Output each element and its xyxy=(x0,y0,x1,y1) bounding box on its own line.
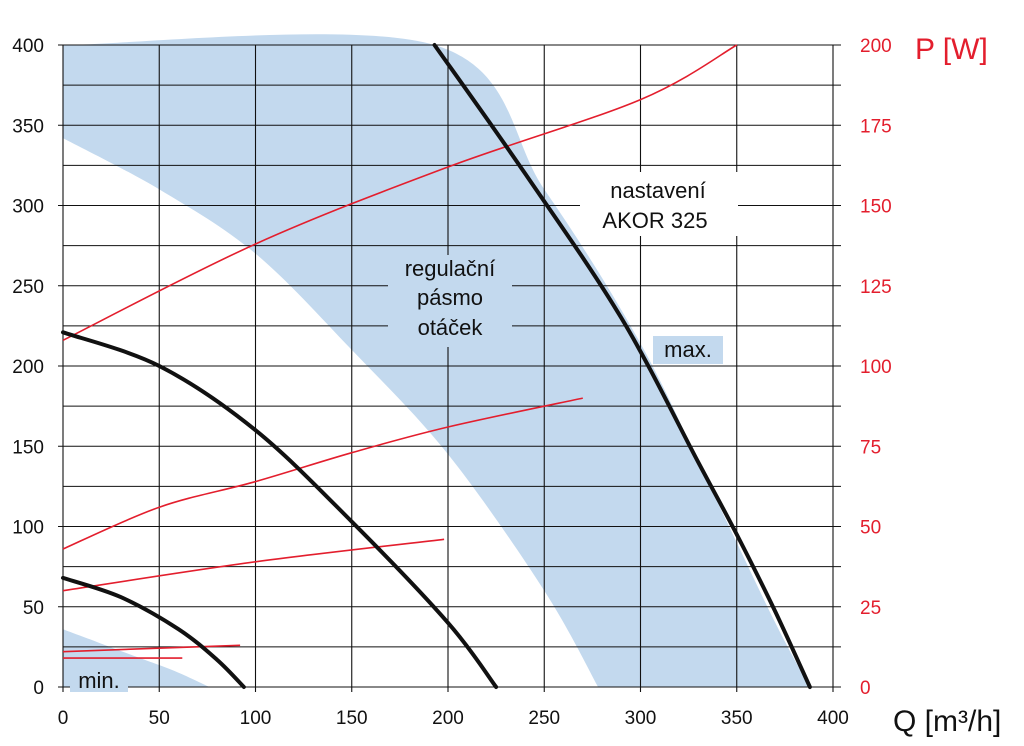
y-right-tick-label: 50 xyxy=(860,518,881,539)
y-right-tick-label: 125 xyxy=(860,277,892,298)
setting-label-bg xyxy=(580,172,738,236)
x-tick-label: 150 xyxy=(336,708,368,729)
tick-labels-layer: 0 50 100 150 200 250 300 350 400 0 25 50 75 100 125 150… xyxy=(12,36,891,729)
band-label-line1: regulační xyxy=(405,256,496,281)
y-left-tick-label: 250 xyxy=(12,277,44,298)
min-label-bg xyxy=(70,668,128,692)
power-curve-1 xyxy=(62,44,738,342)
y-left-tick-label: 200 xyxy=(12,357,44,378)
power-curves-layer xyxy=(62,44,738,659)
max-label-bg xyxy=(653,336,723,364)
y-left-tick-label: 150 xyxy=(12,437,44,458)
power-curve-3 xyxy=(62,538,445,592)
y-right-tick-label: 0 xyxy=(860,678,871,699)
power-curve-4 xyxy=(62,644,241,653)
right-axis-title: P [W] xyxy=(915,33,988,66)
pressure-curve-2 xyxy=(61,330,499,689)
y-right-tick-label: 75 xyxy=(860,437,881,458)
y-right-tick-label: 25 xyxy=(860,598,881,619)
x-tick-label: 200 xyxy=(432,708,464,729)
y-right-tick-label: 150 xyxy=(860,197,892,218)
x-tick-label: 0 xyxy=(58,708,69,729)
power-curve-2 xyxy=(62,397,583,550)
x-axis-title: Q [m³/h] xyxy=(893,705,1001,738)
x-tick-label: 350 xyxy=(721,708,753,729)
band-label-line3: otáček xyxy=(418,315,484,340)
y-right-tick-label: 175 xyxy=(860,116,892,137)
band-label-line2: pásmo xyxy=(417,285,483,310)
pressure-curve-1 xyxy=(432,43,812,689)
y-left-tick-label: 0 xyxy=(33,678,44,699)
y-left-tick-label: 300 xyxy=(12,197,44,218)
pressure-curves-layer xyxy=(61,43,812,689)
band-label-bg xyxy=(388,255,512,347)
y-left-tick-label: 400 xyxy=(12,36,44,57)
min-curve-label: min. xyxy=(78,668,120,693)
y-right-tick-label: 200 xyxy=(860,36,892,57)
x-tick-label: 50 xyxy=(149,708,170,729)
y-left-tick-label: 50 xyxy=(23,598,44,619)
x-tick-label: 400 xyxy=(817,708,849,729)
x-tick-label: 100 xyxy=(240,708,272,729)
y-right-tick-label: 100 xyxy=(860,357,892,378)
y-left-tick-label: 100 xyxy=(12,518,44,539)
y-left-tick-label: 350 xyxy=(12,116,44,137)
pressure-curve-3 xyxy=(61,575,246,689)
setting-label-line1: nastavení xyxy=(610,178,705,203)
regulation-band-area xyxy=(63,34,810,688)
x-tick-label: 300 xyxy=(625,708,657,729)
max-curve-label: max. xyxy=(664,337,712,362)
x-tick-label: 250 xyxy=(528,708,560,729)
setting-label-line2: AKOR 325 xyxy=(602,208,707,233)
